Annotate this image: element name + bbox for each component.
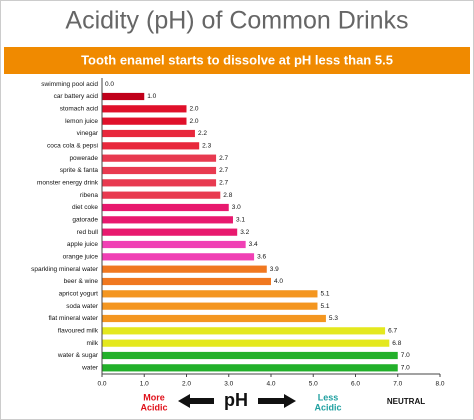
subtitle: Tooth enamel starts to dissolve at pH le… — [81, 52, 393, 67]
x-tick-label: 6.0 — [351, 381, 360, 388]
category-label: apricot yogurt — [59, 291, 99, 298]
bar — [102, 203, 229, 212]
arrow-right — [258, 394, 296, 408]
category-label: vinegar — [77, 130, 99, 137]
value-label: 3.0 — [232, 204, 241, 211]
bar — [102, 327, 386, 335]
value-label: 7.0 — [401, 365, 410, 372]
bar — [102, 179, 217, 187]
value-label: 7.0 — [401, 352, 410, 359]
value-label: 2.8 — [223, 192, 232, 199]
value-label: 4.0 — [274, 278, 283, 285]
value-label: 2.7 — [219, 155, 228, 162]
category-label: beer & wine — [64, 278, 99, 285]
bar — [102, 290, 318, 298]
value-label: 3.1 — [236, 217, 245, 224]
category-label: sprite & fanta — [60, 167, 99, 174]
x-tick-label: 3.0 — [224, 381, 233, 388]
less-acidic: Less — [318, 392, 339, 402]
more-acidic: More — [143, 392, 165, 402]
bar — [102, 142, 200, 150]
x-tick-label: 0.0 — [97, 381, 106, 388]
bar — [102, 302, 318, 310]
value-label: 3.6 — [257, 254, 266, 261]
chart-title: Acidity (pH) of Common Drinks — [65, 7, 408, 35]
category-label: powerade — [69, 155, 98, 162]
ph-label: pH — [224, 390, 248, 410]
value-label: 2.3 — [202, 143, 211, 150]
category-label: coca cola & pepsi — [47, 143, 98, 150]
bar — [102, 216, 233, 224]
category-label: ribena — [80, 192, 98, 199]
category-label: water — [81, 365, 99, 372]
category-label: water & sugar — [57, 352, 99, 359]
value-label: 2.0 — [190, 118, 199, 125]
plot: 0.0 1.0 2.0 3.0 4.0 5.0 6.0 7.0 8.0 swimming pool… — [31, 78, 445, 388]
value-label: 3.4 — [249, 241, 258, 248]
bar — [102, 92, 145, 101]
value-label: 2.2 — [198, 130, 207, 137]
category-label: sparkling mineral water — [31, 266, 99, 273]
more-acidic: Acidic — [140, 402, 167, 412]
value-label: 6.7 — [388, 328, 397, 335]
value-label: 2.7 — [219, 167, 228, 174]
x-tick-label: 1.0 — [140, 381, 149, 388]
bar — [102, 277, 271, 286]
category-label: lemon juice — [65, 118, 98, 125]
category-label: flat mineral water — [49, 315, 99, 322]
category-label: gatorade — [72, 217, 98, 224]
bar — [102, 240, 246, 249]
value-label: 2.7 — [219, 180, 228, 187]
category-label: flavoured milk — [58, 328, 99, 335]
bar — [102, 166, 217, 175]
bar — [102, 364, 398, 372]
category-label: red bull — [77, 229, 99, 236]
x-tick-label: 7.0 — [393, 381, 402, 388]
less-acidic: Acidic — [314, 402, 341, 412]
bar — [102, 129, 195, 138]
bar — [102, 117, 187, 125]
category-label: orange juice — [63, 254, 99, 261]
arrow-left — [178, 394, 214, 408]
value-label: 5.1 — [320, 291, 329, 298]
category-label: monster energy drink — [37, 180, 99, 187]
bar — [102, 253, 255, 261]
x-tick-label: 4.0 — [266, 381, 275, 388]
x-tick-label: 5.0 — [309, 381, 318, 388]
value-label: 0.0 — [105, 81, 114, 88]
category-label: milk — [86, 340, 98, 347]
category-label: diet coke — [72, 204, 98, 211]
bar — [102, 314, 326, 323]
bar — [102, 105, 187, 113]
bar — [102, 191, 221, 199]
x-tick-label: 8.0 — [435, 381, 444, 388]
value-label: 5.3 — [329, 315, 338, 322]
bar — [102, 228, 238, 236]
bar — [102, 154, 217, 162]
bar — [102, 351, 398, 360]
bar — [102, 265, 267, 273]
category-label: swimming pool acid — [41, 81, 98, 88]
category-label: soda water — [66, 303, 99, 310]
bar — [102, 339, 390, 347]
category-label: stomach acid — [60, 106, 99, 113]
value-label: 1.0 — [147, 93, 156, 100]
value-label: 3.9 — [270, 266, 279, 273]
value-label: 2.0 — [190, 106, 199, 113]
value-label: 5.1 — [320, 303, 329, 310]
value-label: 3.2 — [240, 229, 249, 236]
value-label: 6.8 — [392, 340, 401, 347]
x-tick-label: 2.0 — [182, 381, 191, 388]
neutral-label: NEUTRAL — [387, 397, 425, 406]
category-label: apple juice — [67, 241, 98, 248]
subtitle-banner — [4, 47, 470, 74]
category-label: car battery acid — [54, 93, 99, 100]
